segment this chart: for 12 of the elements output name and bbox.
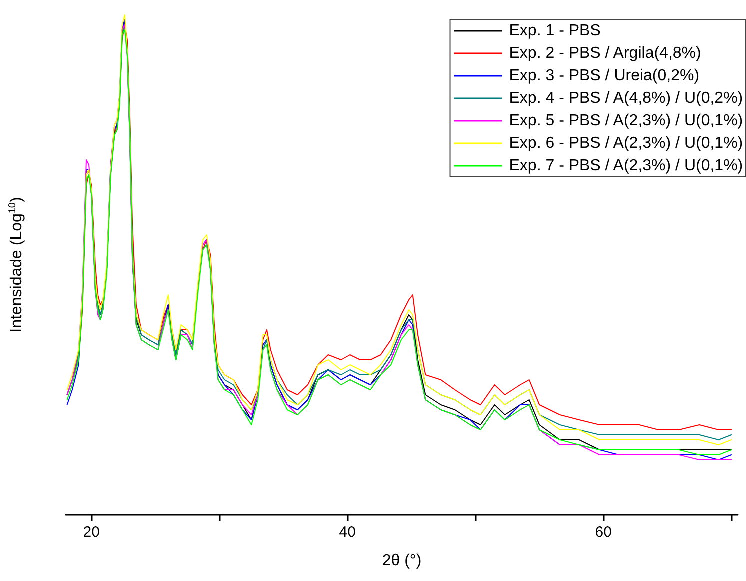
x-axis-title: 2θ (°)	[382, 552, 422, 570]
x-tick-label: 20	[83, 524, 100, 541]
legend-label: Exp. 6 - PBS / A(2,3%) / U(0,1%)	[509, 135, 744, 152]
y-axis-title: Intensidade (Log10)	[8, 197, 26, 333]
legend-label: Exp. 1 - PBS	[509, 22, 601, 40]
x-tick-label: 60	[595, 524, 612, 541]
legend-label: Exp. 5 - PBS / A(2,3%) / U(0,1%)	[509, 112, 744, 130]
legend-label: Exp. 4 - PBS / A(4,8%) / U(0,2%)	[509, 90, 744, 107]
legend-label: Exp. 2 - PBS / Argila(4,8%)	[509, 45, 702, 62]
legend-label: Exp. 3 - PBS / Ureia(0,2%)	[509, 68, 700, 84]
x-tick-label: 40	[339, 524, 356, 541]
legend-label: Exp. 7 - PBS / A(2,3%) / U(0,1%)	[509, 158, 744, 174]
